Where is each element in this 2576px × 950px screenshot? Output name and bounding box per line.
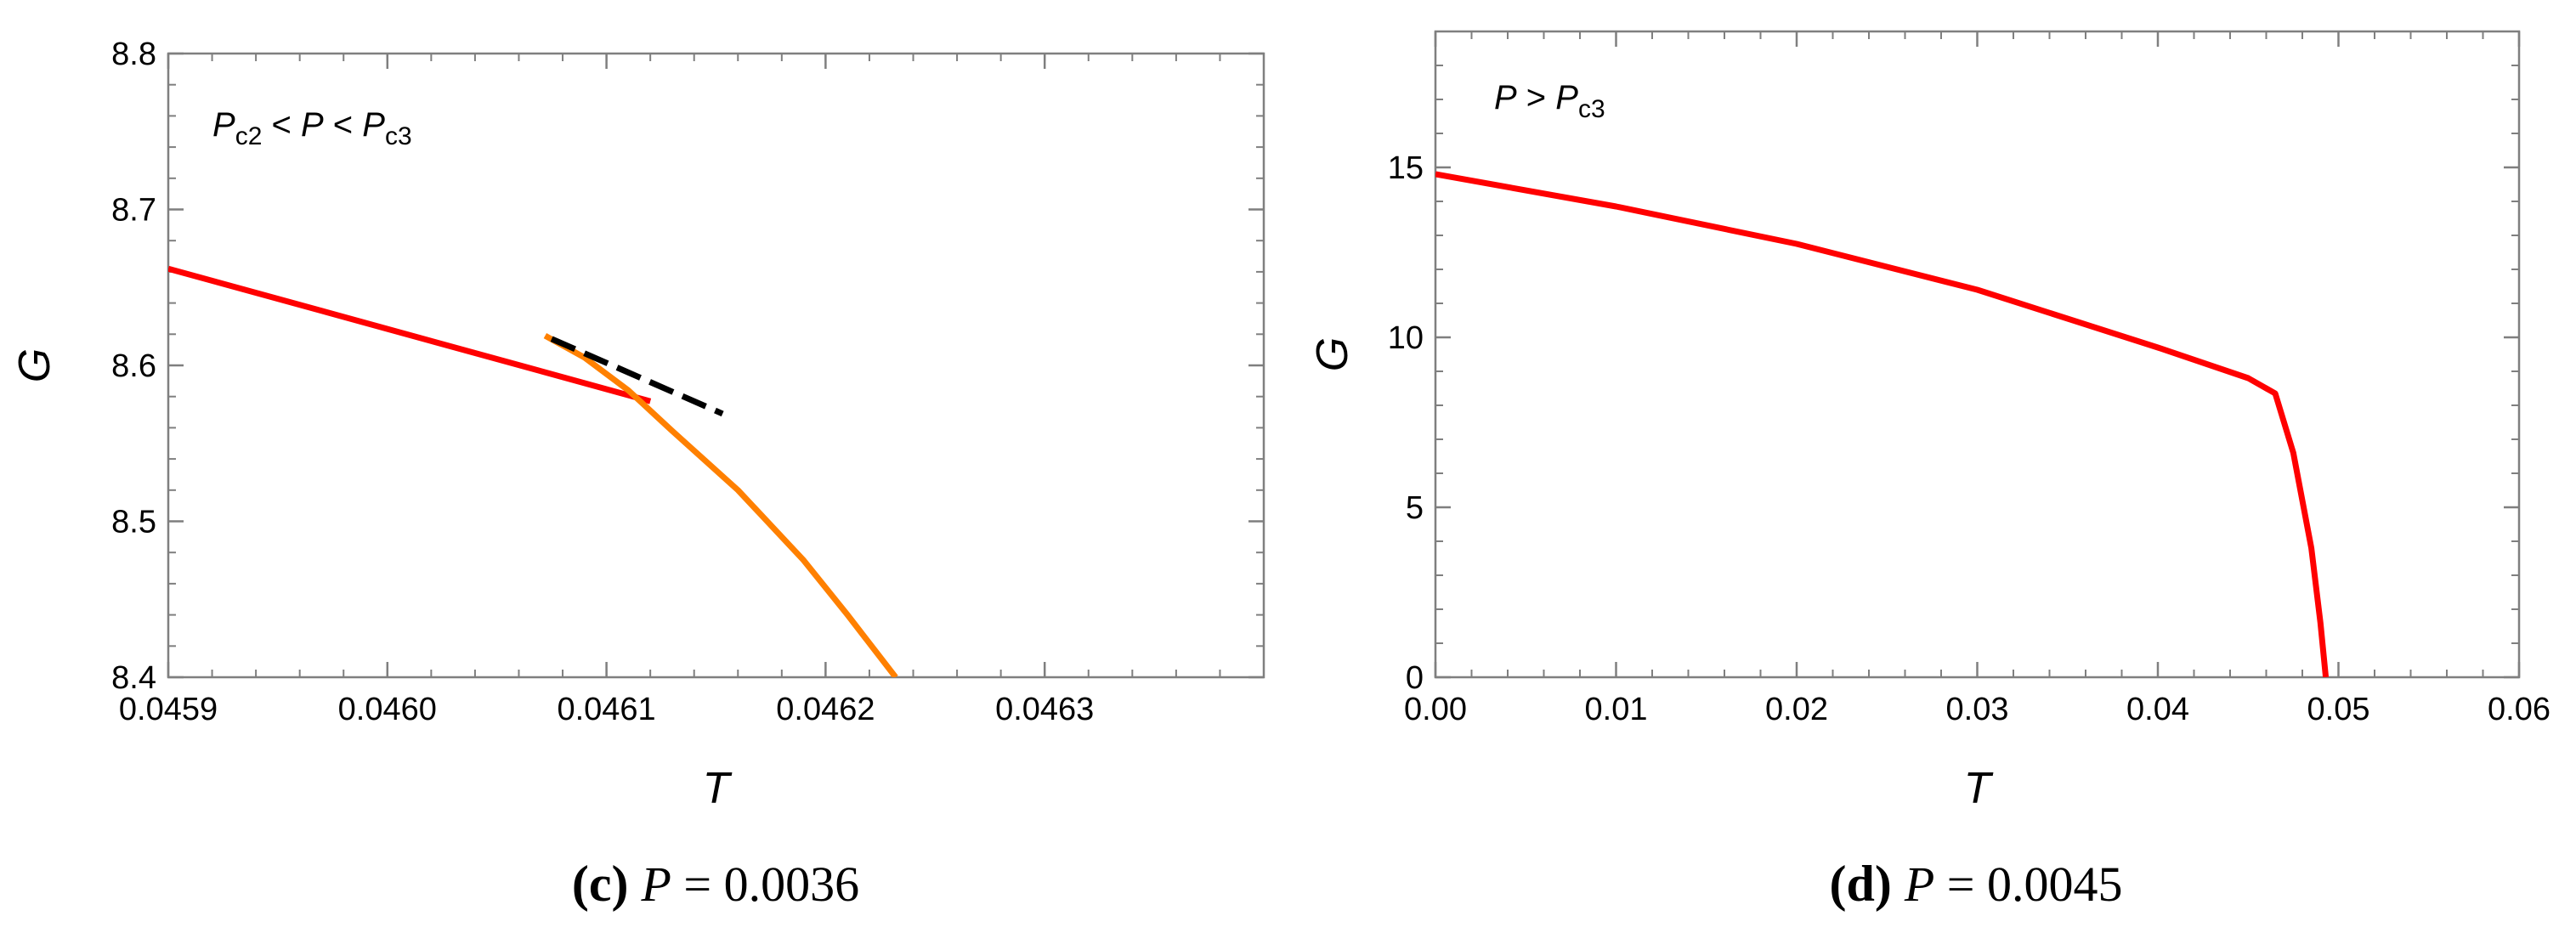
y-tick-label: 15 [1388, 150, 1424, 186]
panel-caption: (d) P = 0.0045 [1830, 856, 2123, 912]
plot-annotation: P > Pc3 [1494, 79, 1605, 123]
x-tick-label: 0.0459 [119, 692, 218, 727]
x-tick-label: 0.06 [2488, 692, 2551, 727]
y-tick-label: 8.5 [111, 505, 156, 540]
x-tick-label: 0.05 [2307, 692, 2370, 727]
y-tick-label: 8.8 [111, 37, 156, 72]
plot-annotation: Pc2 < P < Pc3 [212, 106, 412, 150]
plot-frame [167, 52, 1265, 679]
x-tick-label: 0.03 [1946, 692, 2009, 727]
series-line-unstable-branch [550, 336, 724, 417]
x-axis-title: T [1964, 764, 1994, 813]
x-tick-label: 0.0461 [557, 692, 655, 727]
y-axis-title: G [1308, 337, 1357, 371]
series-line-second-branch [543, 333, 898, 677]
x-tick-label: 0.0462 [776, 692, 875, 727]
x-tick-label: 0.0463 [995, 692, 1094, 727]
panel-d: 0.00 0.01 0.02 0.03 0.04 0.05 0.06 0 5 10 15 T G P > … [1308, 30, 2551, 912]
y-tick-label: 5 [1406, 490, 1424, 526]
x-tick-label: 0.04 [2126, 692, 2189, 727]
panel-caption: (c) P = 0.0036 [572, 856, 859, 912]
x-tick-label: 0.00 [1404, 692, 1467, 727]
y-axis-title: G [10, 348, 59, 382]
y-tick-label: 0 [1406, 660, 1424, 696]
y-tick-label: 8.4 [111, 660, 156, 696]
series-layer [168, 265, 898, 677]
y-tick-label: 10 [1388, 320, 1424, 356]
x-axis-title: T [703, 764, 733, 813]
y-tick-label: 8.7 [111, 193, 156, 229]
panel-c: 0.0459 0.0460 0.0461 0.0462 0.0463 8.4 8.5 8.6 8… [10, 37, 1265, 912]
series-line-stable-branch [168, 265, 652, 404]
series-layer [1435, 171, 2330, 677]
x-tick-label: 0.02 [1765, 692, 1828, 727]
series-line-g-t- [1435, 171, 2330, 677]
x-tick-label: 0.0460 [338, 692, 437, 727]
x-tick-label: 0.01 [1585, 692, 1648, 727]
y-tick-label: 8.6 [111, 348, 156, 384]
plot-frame [1434, 30, 2521, 679]
